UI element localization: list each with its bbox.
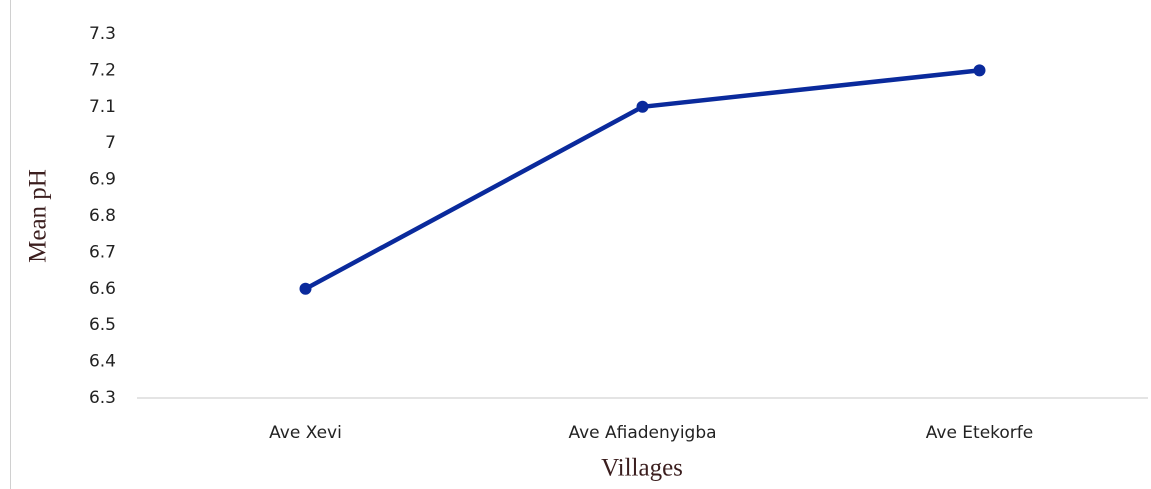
y-tick-label: 7.3 [89,24,116,44]
y-tick-label: 6.4 [89,352,116,372]
y-tick-label: 6.9 [89,170,116,190]
x-axis-title: Villages [601,455,683,482]
y-tick-label: 7 [105,133,116,153]
y-tick-label: 6.3 [89,388,116,408]
y-tick-label: 6.7 [89,242,116,262]
y-tick-label: 7.2 [89,60,116,80]
y-tick-label: 6.5 [89,315,116,335]
point [299,282,312,295]
y-axis-title: Mean pH [25,169,52,263]
x-tick-label: Ave Xevi [269,423,342,443]
point [973,64,986,77]
x-tick-label: Ave Etekorfe [926,423,1034,443]
point [636,100,649,113]
x-tick-label: Ave Afiadenyigba [568,423,716,443]
y-tick-label: 6.6 [89,279,116,299]
y-tick-label: 7.1 [89,97,116,117]
y-tick-label: 6.8 [89,206,116,226]
